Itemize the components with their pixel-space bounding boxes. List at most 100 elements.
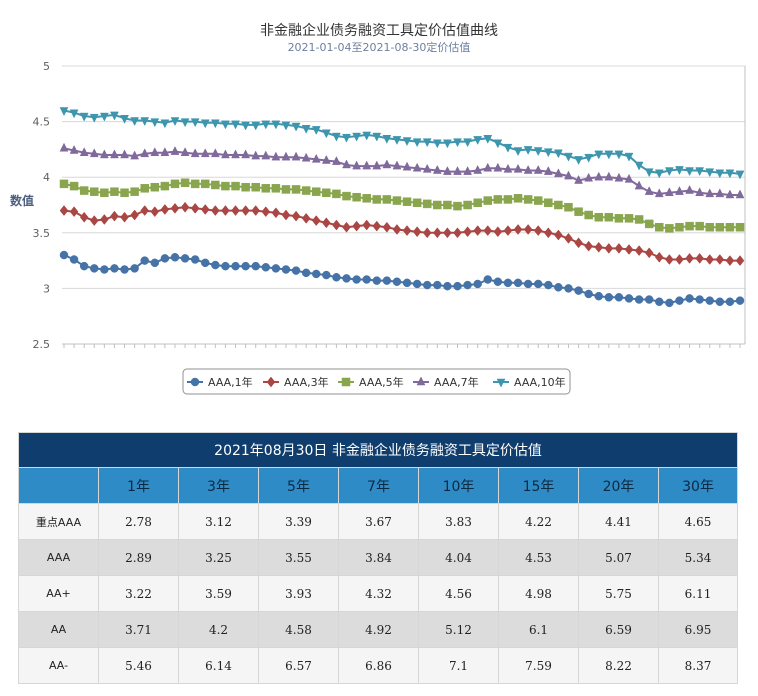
table-cell: 3.67 [338,503,419,540]
data-point [200,204,210,215]
table-cell: 6.57 [258,647,339,684]
data-point [311,269,321,279]
table-cell: 6.95 [657,611,739,648]
data-point [574,286,583,295]
data-point [422,280,432,290]
data-point [332,219,341,231]
legend-item[interactable]: AAA,10年 [493,375,566,389]
data-point [392,277,402,286]
table-cell: 3.59 [178,575,259,612]
table-cell: 4.58 [258,611,339,648]
data-point [644,219,654,229]
data-point [695,167,705,177]
data-point [110,111,119,121]
data-point [533,147,543,157]
data-point [685,221,694,231]
data-point [322,217,331,229]
data-point [130,264,139,273]
data-point [513,163,523,173]
data-point [251,182,260,192]
data-point [513,224,523,235]
y-tick-labels: 2.5 3 3.5 4 4.5 5 [33,60,51,351]
data-point [735,296,745,305]
data-point [624,152,634,162]
data-point [705,222,714,232]
data-point [493,195,503,204]
data-point [685,184,694,194]
legend-label: AAA,3年 [284,375,329,389]
data-point [483,135,493,144]
table-cell: 6.59 [578,611,659,648]
y-axis-label: 数值 [10,193,34,208]
data-point [301,125,311,134]
data-point [543,227,553,239]
data-point [160,204,170,215]
legend-item[interactable]: AAA,3年 [263,375,329,389]
legend-item[interactable]: AAA,1年 [187,375,253,389]
data-point [463,200,472,210]
series-1 [59,201,745,267]
data-point [634,180,644,190]
data-point [100,265,109,274]
data-point [513,278,523,288]
x-axis [63,344,741,348]
header-cell-30y: 30年 [657,467,739,504]
data-point [382,221,392,233]
data-point [160,181,170,191]
data-point [725,169,735,179]
data-point [140,117,150,127]
header-cell-1y: 1年 [98,467,179,504]
data-point [201,179,210,189]
data-point [140,148,150,158]
table-cell: 3.22 [98,575,179,612]
chart-subtitle: 2021-01-04至2021-08-30定价估值 [288,40,471,54]
data-point [584,172,594,182]
table-row: 重点AAA 2.78 3.12 3.39 3.67 3.83 4.22 4.41… [18,503,739,540]
table-cell: 4.22 [498,503,579,540]
data-point [89,215,99,226]
row-label: AA- [18,647,99,684]
data-point [211,180,220,190]
data-point [675,186,684,195]
data-point [241,149,251,159]
data-point [705,296,714,305]
data-point [301,268,311,278]
table-cell: 4.65 [657,503,739,540]
data-point [382,276,392,285]
data-point [241,205,250,216]
legend-marker [190,377,200,387]
data-point [675,166,684,175]
data-point [412,162,422,172]
data-point [422,138,432,148]
data-point [170,117,180,127]
data-point [261,206,271,218]
data-point [695,295,704,304]
data-point [614,150,624,160]
data-point [715,254,725,265]
header-cell-5y: 5年 [258,467,339,504]
data-point [695,221,704,231]
data-point [79,211,89,223]
data-point [523,279,533,289]
table-row: AAA 2.89 3.25 3.55 3.84 4.04 4.53 5.07 5… [18,539,739,576]
table-cell: 6.11 [657,575,739,612]
data-point [59,142,69,152]
data-point [261,184,271,193]
data-point [352,132,362,142]
data-point [735,189,745,199]
header-cell-10y: 10年 [418,467,499,504]
data-point [725,222,735,232]
legend-item[interactable]: AAA,7年 [413,375,479,389]
data-point [271,151,281,161]
data-point [443,200,452,210]
data-point [59,107,69,117]
data-point [120,115,129,124]
data-point [69,206,79,218]
data-point [221,205,230,216]
data-point [644,295,654,304]
legend-label: AAA,10年 [514,375,566,389]
data-point [554,200,563,210]
data-point [231,120,240,130]
data-point [523,164,533,174]
legend-item[interactable]: AAA,5年 [338,375,404,389]
